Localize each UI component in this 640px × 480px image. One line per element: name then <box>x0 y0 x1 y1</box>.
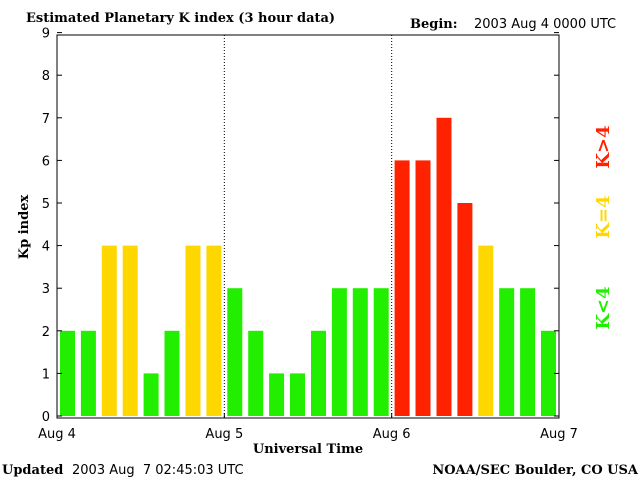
plot-frame <box>56 34 560 419</box>
y-tick-label: 9 <box>42 27 50 42</box>
legend-low: K<4 <box>593 286 614 329</box>
kp-bar <box>60 330 75 416</box>
chart-title: Estimated Planetary K index (3 hour data… <box>26 11 335 26</box>
begin-label: Begin: <box>410 17 458 32</box>
x-tick-label: Aug 7 <box>540 427 578 442</box>
kp-bar <box>101 245 117 416</box>
kp-bar <box>164 330 180 416</box>
kp-bar <box>269 373 285 416</box>
updated-value: 2003 Aug 7 02:45:03 UTC <box>72 463 244 478</box>
x-axis-ticks: Aug 4 Aug 5 Aug 6 Aug 7 <box>38 413 578 442</box>
y-tick-label: 0 <box>42 410 50 425</box>
kp-bar <box>478 245 494 416</box>
kp-bar <box>520 288 536 416</box>
y-tick-label: 7 <box>42 112 50 127</box>
kp-bar <box>311 330 326 416</box>
begin-value: 2003 Aug 4 0000 UTC <box>474 17 616 32</box>
kp-bar <box>352 288 368 416</box>
kp-bar <box>122 245 138 416</box>
y-tick-label: 5 <box>42 197 50 212</box>
y-tick-label: 2 <box>42 325 50 340</box>
x-tick-label: Aug 5 <box>205 427 243 442</box>
kp-bar <box>185 245 201 416</box>
kp-bar <box>415 160 431 416</box>
x-axis-label: Universal Time <box>253 442 363 457</box>
kp-bar <box>436 117 452 417</box>
kp-bar <box>499 288 515 416</box>
y-tick-label: 3 <box>42 282 50 297</box>
y-axis-ticks: 0 1 2 3 4 5 6 7 8 9 <box>42 27 559 425</box>
kp-bar <box>394 160 410 416</box>
kp-bar <box>373 288 389 416</box>
x-tick-label: Aug 4 <box>38 427 76 442</box>
day-separators <box>223 35 393 418</box>
kp-bar <box>541 330 556 416</box>
kp-bar <box>331 288 347 416</box>
legend-equal: K=4 <box>593 195 614 238</box>
legend-high: K>4 <box>593 125 614 168</box>
kp-bar <box>457 203 473 416</box>
x-tick-label: Aug 6 <box>373 427 411 442</box>
source-label: NOAA/SEC Boulder, CO USA <box>432 463 639 478</box>
kp-bar <box>290 373 305 416</box>
bars <box>60 117 556 417</box>
y-tick-label: 1 <box>42 367 50 382</box>
kp-bar <box>80 330 96 416</box>
y-tick-label: 8 <box>42 69 50 84</box>
y-tick-label: 4 <box>42 240 50 255</box>
updated-label: Updated <box>2 463 63 478</box>
kp-bar <box>248 330 264 416</box>
kp-bar <box>227 288 243 416</box>
y-axis-label: Kp index <box>17 195 32 260</box>
kp-bar <box>206 245 222 416</box>
kp-bar <box>143 373 159 416</box>
y-tick-label: 6 <box>42 154 50 169</box>
